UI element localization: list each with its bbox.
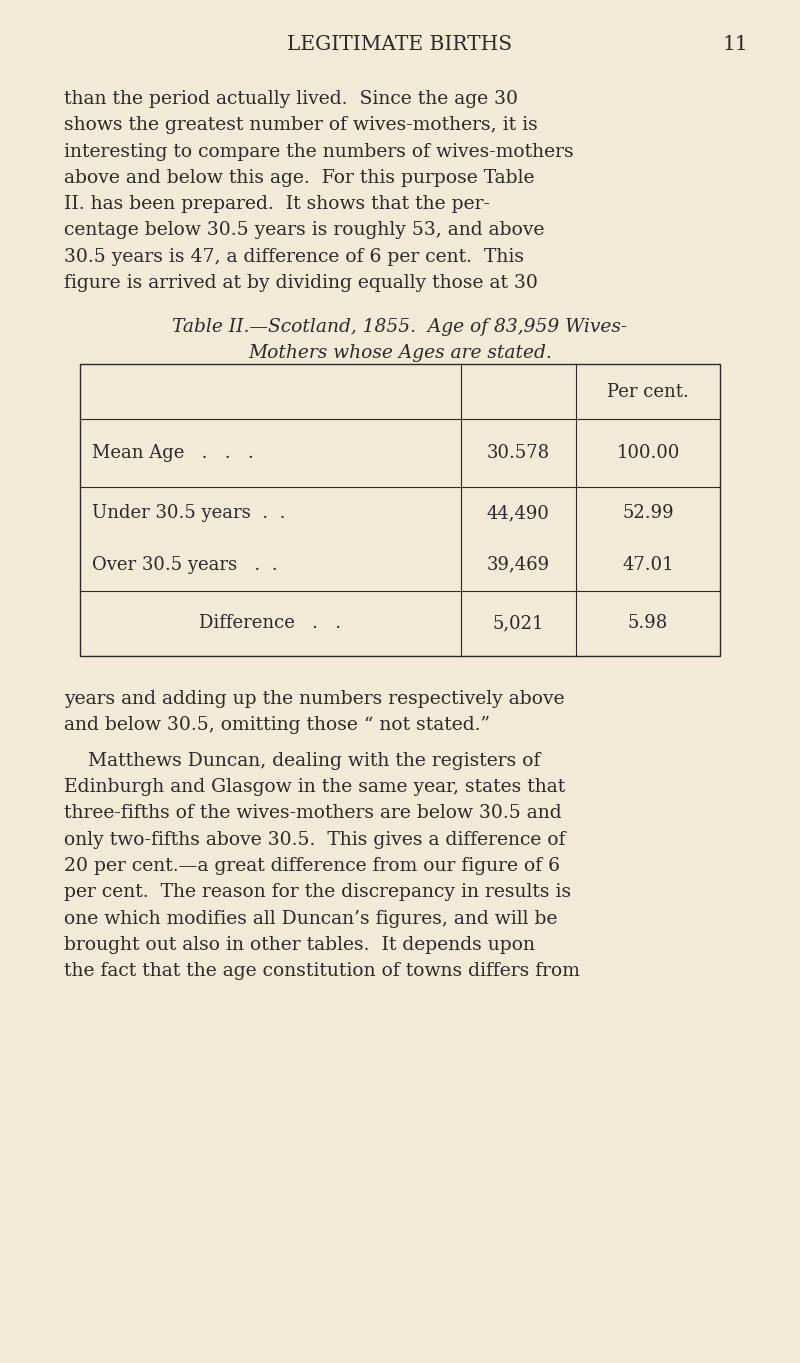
Text: 47.01: 47.01 — [622, 556, 674, 574]
Text: the fact that the age constitution of towns differs from: the fact that the age constitution of to… — [64, 962, 580, 980]
Text: Table II.—Scotland, 1855.  Age of 83,959 Wives-: Table II.—Scotland, 1855. Age of 83,959 … — [173, 318, 627, 337]
Text: per cent.  The reason for the discrepancy in results is: per cent. The reason for the discrepancy… — [64, 883, 571, 901]
Text: brought out also in other tables.  It depends upon: brought out also in other tables. It dep… — [64, 936, 535, 954]
Text: 5,021: 5,021 — [493, 615, 544, 632]
Text: 30.578: 30.578 — [487, 444, 550, 462]
Text: shows the greatest number of wives-mothers, it is: shows the greatest number of wives-mothe… — [64, 116, 538, 135]
Text: Over 30.5 years   .  .: Over 30.5 years . . — [92, 556, 278, 574]
Text: one which modifies all Duncan’s figures, and will be: one which modifies all Duncan’s figures,… — [64, 909, 558, 928]
Text: 30.5 years is 47, a difference of 6 per cent.  This: 30.5 years is 47, a difference of 6 per … — [64, 248, 524, 266]
Text: 44,490: 44,490 — [487, 504, 550, 522]
Text: 11: 11 — [722, 35, 748, 55]
Text: LEGITIMATE BIRTHS: LEGITIMATE BIRTHS — [287, 35, 513, 55]
Text: Per cent.: Per cent. — [607, 383, 689, 401]
Text: three-fifths of the wives-mothers are below 30.5 and: three-fifths of the wives-mothers are be… — [64, 804, 562, 822]
Text: figure is arrived at by dividing equally those at 30: figure is arrived at by dividing equally… — [64, 274, 538, 292]
Text: 39,469: 39,469 — [487, 556, 550, 574]
Text: Difference   .   .: Difference . . — [199, 615, 342, 632]
Text: years and adding up the numbers respectively above: years and adding up the numbers respecti… — [64, 690, 565, 707]
Text: above and below this age.  For this purpose Table: above and below this age. For this purpo… — [64, 169, 534, 187]
Bar — [80, 364, 720, 656]
Text: interesting to compare the numbers of wives-mothers: interesting to compare the numbers of wi… — [64, 143, 574, 161]
Text: 52.99: 52.99 — [622, 504, 674, 522]
Text: Under 30.5 years  .  .: Under 30.5 years . . — [92, 504, 286, 522]
Text: and below 30.5, omitting those “ not stated.”: and below 30.5, omitting those “ not sta… — [64, 717, 490, 735]
Text: Matthews Duncan, dealing with the registers of: Matthews Duncan, dealing with the regist… — [64, 752, 540, 770]
Text: Mean Age   .   .   .: Mean Age . . . — [92, 444, 254, 462]
Text: 20 per cent.—a great difference from our figure of 6: 20 per cent.—a great difference from our… — [64, 857, 560, 875]
Text: 100.00: 100.00 — [616, 444, 680, 462]
Text: than the period actually lived.  Since the age 30: than the period actually lived. Since th… — [64, 90, 518, 108]
Text: Edinburgh and Glasgow in the same year, states that: Edinburgh and Glasgow in the same year, … — [64, 778, 566, 796]
Text: only two-fifths above 30.5.  This gives a difference of: only two-fifths above 30.5. This gives a… — [64, 831, 566, 849]
Text: 5.98: 5.98 — [628, 615, 668, 632]
Text: II. has been prepared.  It shows that the per-: II. has been prepared. It shows that the… — [64, 195, 490, 213]
Text: centage below 30.5 years is roughly 53, and above: centage below 30.5 years is roughly 53, … — [64, 221, 545, 240]
Text: Mothers whose Ages are stated.: Mothers whose Ages are stated. — [248, 345, 552, 363]
